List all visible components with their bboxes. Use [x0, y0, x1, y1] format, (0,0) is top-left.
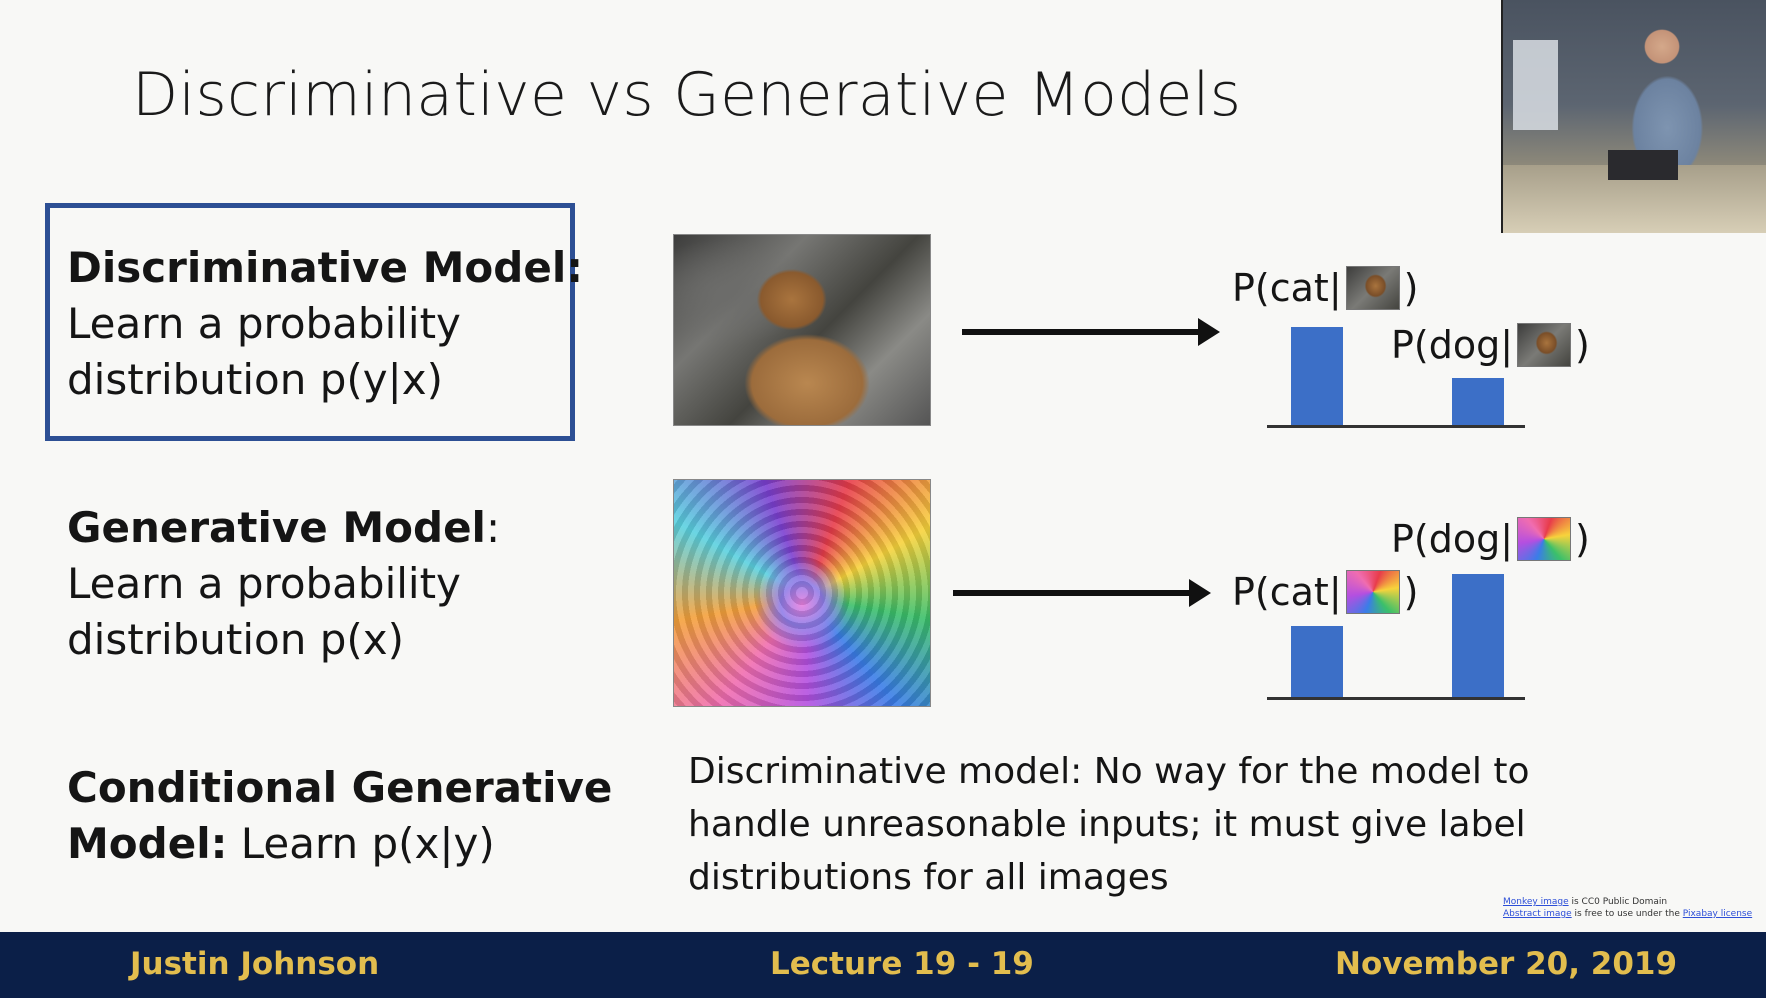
footer-author: Justin Johnson [130, 946, 380, 982]
monkey-image [673, 234, 931, 426]
abstract-image-link[interactable]: Abstract image [1503, 909, 1572, 919]
pixabay-license-link[interactable]: Pixabay license [1682, 909, 1753, 919]
whiteboard-in-video [1513, 40, 1558, 130]
abstract-thumbnail [1517, 517, 1572, 561]
abstract-credit-text: is free to use under the [1571, 909, 1683, 919]
generative-model-text: Generative Model: Learn a probability di… [67, 500, 500, 668]
p-dog-text-row-2: P(dog| [1391, 517, 1514, 561]
footer-date: November 20, 2019 [1335, 946, 1678, 982]
arrow-row-1 [962, 318, 1220, 346]
generative-heading: Generative Model [67, 503, 486, 552]
p-cat-text-row-1: P(cat| [1232, 266, 1342, 310]
discriminative-heading: Discriminative Model: [67, 243, 584, 292]
p-dog-label-row-2: P(dog|) [1391, 517, 1590, 561]
p-cat-text-row-2: P(cat| [1232, 570, 1342, 614]
discriminative-model-text: Discriminative Model: Learn a probabilit… [67, 240, 583, 408]
monkey-thumbnail [1345, 266, 1400, 310]
p-cat-label-row-1: P(cat|) [1232, 266, 1418, 310]
discriminative-note: Discriminative model: No way for the mod… [688, 751, 1530, 898]
abstract-image [673, 479, 931, 707]
p-dog-text-row-1: P(dog| [1391, 323, 1514, 367]
monkey-credit-text: is CC0 Public Domain [1568, 897, 1668, 907]
slide-footer: Justin Johnson Lecture 19 - 19 November … [0, 932, 1766, 998]
bar-cat-row-2 [1291, 626, 1343, 697]
p-dog-label-row-1: P(dog|) [1391, 323, 1590, 367]
conditional-rest: Learn p(x|y) [227, 819, 495, 868]
conditional-heading-2: Model: [67, 819, 228, 868]
discriminative-line-2: distribution p(y|x) [67, 355, 443, 404]
monkey-thumbnail [1517, 323, 1572, 367]
conditional-generative-model-text: Conditional Generative Model: Learn p(x|… [67, 760, 612, 872]
p-cat-label-row-2: P(cat|) [1232, 570, 1418, 614]
p-dog-close-row-1: ) [1575, 323, 1590, 367]
monkey-image-link[interactable]: Monkey image [1503, 897, 1569, 907]
discriminative-highlight-box [45, 203, 575, 441]
p-cat-close-row-2: ) [1403, 570, 1419, 614]
laptop-in-video [1608, 150, 1678, 180]
bar-cat-row-1 [1291, 327, 1343, 425]
baseline-row-2 [1267, 697, 1525, 700]
image-credits: Monkey image is CC0 Public Domain Abstra… [1503, 896, 1752, 920]
generative-line-1: Learn a probability [67, 559, 461, 608]
bar-dog-row-1 [1452, 378, 1504, 425]
bar-dog-row-2 [1452, 574, 1504, 697]
baseline-row-1 [1267, 425, 1525, 428]
arrow-row-2 [953, 579, 1211, 607]
discriminative-line-1: Learn a probability [67, 299, 461, 348]
generative-line-2: distribution p(x) [67, 615, 404, 664]
p-cat-close-row-1: ) [1403, 266, 1419, 310]
abstract-thumbnail [1345, 570, 1400, 614]
p-dog-close-row-2: ) [1575, 517, 1590, 561]
generative-colon: : [485, 503, 501, 552]
slide-title: Discriminative vs Generative Models [132, 60, 1242, 130]
footer-lecture: Lecture 19 - 19 [770, 946, 1034, 982]
speaker-webcam-video [1501, 0, 1766, 233]
conditional-heading-1: Conditional Generative [67, 763, 613, 812]
